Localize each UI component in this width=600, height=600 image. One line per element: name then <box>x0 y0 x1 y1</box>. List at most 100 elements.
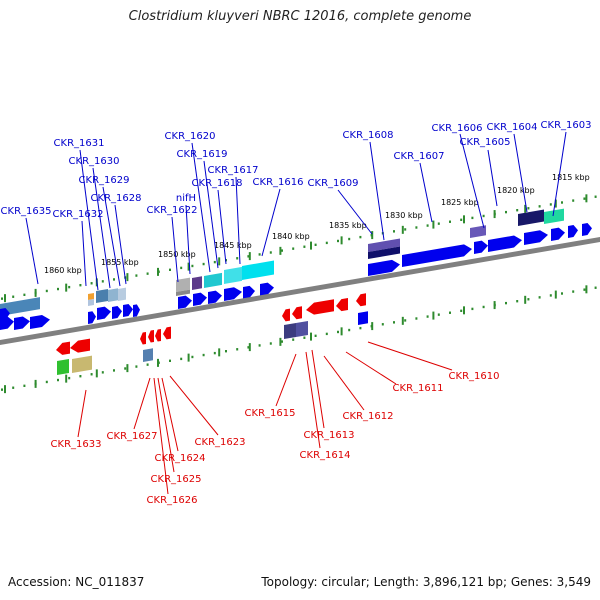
map-title: Clostridium kluyveri NBRC 12016, complet… <box>128 9 472 24</box>
leader-line <box>552 131 567 217</box>
gene-label[interactable]: CKR_1620 <box>165 131 216 142</box>
domain-box <box>242 260 274 280</box>
forward-gene-arrow <box>243 285 255 299</box>
forward-gene-arrow <box>178 295 192 309</box>
leader-line <box>185 204 191 275</box>
scale-label: 1825 kbp <box>441 198 479 207</box>
leader-line <box>513 133 528 213</box>
leader-line <box>133 377 151 430</box>
gene-label[interactable]: CKR_1608 <box>343 130 394 141</box>
domain-box <box>118 287 126 301</box>
gene-label[interactable]: CKR_1613 <box>304 430 355 441</box>
reverse-gene-arrow <box>163 326 171 340</box>
domain-box <box>176 289 190 296</box>
domain-box <box>0 297 40 316</box>
forward-gene-arrow <box>14 316 30 330</box>
gene-label[interactable]: CKR_1604 <box>487 122 538 133</box>
leader-line <box>459 133 485 229</box>
gene-label[interactable]: CKR_1610 <box>449 371 500 382</box>
forward-gene-arrow <box>488 235 522 252</box>
domain-box <box>176 277 190 292</box>
gene-label[interactable]: CKR_1622 <box>147 205 198 216</box>
leader-line <box>217 189 227 265</box>
gene-label[interactable]: CKR_1605 <box>460 137 511 148</box>
forward-gene-arrow <box>260 282 274 296</box>
gene-label[interactable]: CKR_1615 <box>245 408 296 419</box>
leader-line <box>235 176 241 265</box>
leader-line <box>191 142 211 273</box>
leader-line <box>157 377 175 473</box>
reverse-gene-arrow <box>70 338 90 353</box>
forward-gene-arrow <box>224 287 242 301</box>
gene-label[interactable]: CKR_1627 <box>107 431 158 442</box>
leader-line <box>305 351 321 449</box>
forward-gene-arrow <box>368 259 400 276</box>
gene-label[interactable]: CKR_1614 <box>300 450 351 461</box>
scale-label: 1845 kbp <box>214 241 252 250</box>
domain-box <box>358 311 368 325</box>
domain-box <box>192 276 202 290</box>
gene-label[interactable]: CKR_1628 <box>91 193 142 204</box>
leader-line <box>161 377 179 452</box>
forward-gene-arrow <box>133 304 140 317</box>
scale-label: 1860 kbp <box>44 266 82 275</box>
forward-gene-arrow <box>524 230 548 245</box>
domain-box <box>368 246 400 259</box>
leader-line <box>153 377 169 495</box>
gene-label[interactable]: CKR_1618 <box>192 178 243 189</box>
gene-label[interactable]: CKR_1623 <box>195 437 246 448</box>
gene-label[interactable]: CKR_1626 <box>147 495 198 506</box>
protein-domains <box>0 208 564 375</box>
forward-gene-arrow <box>474 240 488 254</box>
reverse-gene-arrow <box>306 299 334 315</box>
gene-label[interactable]: CKR_1625 <box>151 474 202 485</box>
domain-box <box>57 358 69 375</box>
gene-label[interactable]: CKR_1611 <box>393 383 444 394</box>
leader-line <box>25 217 39 285</box>
forward-gene-arrow <box>112 306 122 319</box>
scale-label: 1855 kbp <box>101 258 139 267</box>
gene-label[interactable]: CKR_1603 <box>541 120 592 131</box>
gene-label[interactable]: CKR_1624 <box>155 453 206 464</box>
forward-gene-arrow <box>30 314 50 329</box>
gene-label[interactable]: CKR_1633 <box>51 439 102 450</box>
leader-line <box>114 204 127 285</box>
gene-label[interactable]: CKR_1619 <box>177 149 228 160</box>
leader-line <box>102 186 121 287</box>
leader-line <box>311 349 325 429</box>
leader-line <box>487 149 498 207</box>
leader-line <box>77 389 87 438</box>
gene-label[interactable]: CKR_1632 <box>53 209 104 220</box>
domain-box <box>143 348 153 362</box>
reverse-gene-arrow <box>356 293 366 307</box>
domain-box <box>108 288 118 302</box>
domain-box <box>88 298 94 306</box>
genes <box>0 223 592 355</box>
leader-line <box>92 167 111 289</box>
gene-label[interactable]: nifH <box>176 193 196 204</box>
reverse-gene-arrow <box>148 329 154 343</box>
leader-line <box>369 141 385 241</box>
forward-gene-arrow <box>208 290 222 304</box>
domain-box <box>284 322 296 339</box>
domain-box <box>88 292 94 300</box>
reverse-gene-arrow <box>282 308 290 322</box>
forward-gene-arrow <box>0 308 10 321</box>
gene-label[interactable]: CKR_1612 <box>343 411 394 422</box>
gene-label[interactable]: CKR_1629 <box>79 175 130 186</box>
gene-label[interactable]: CKR_1630 <box>69 156 120 167</box>
gene-label[interactable]: CKR_1616 <box>253 177 304 188</box>
forward-gene-arrow <box>402 244 472 267</box>
gene-label[interactable]: CKR_1635 <box>1 206 52 217</box>
gene-label[interactable]: CKR_1609 <box>308 178 359 189</box>
gene-label[interactable]: CKR_1606 <box>432 123 483 134</box>
leader-line <box>81 220 87 287</box>
domain-box <box>368 238 400 252</box>
gene-label[interactable]: CKR_1607 <box>394 151 445 162</box>
gene-label[interactable]: CKR_1617 <box>208 165 259 176</box>
scale-label: 1830 kbp <box>385 211 423 220</box>
gene-label[interactable]: CKR_1631 <box>54 138 105 149</box>
accession-text: Accession: NC_011837 <box>8 575 145 589</box>
reverse-gene-arrow <box>336 297 348 312</box>
